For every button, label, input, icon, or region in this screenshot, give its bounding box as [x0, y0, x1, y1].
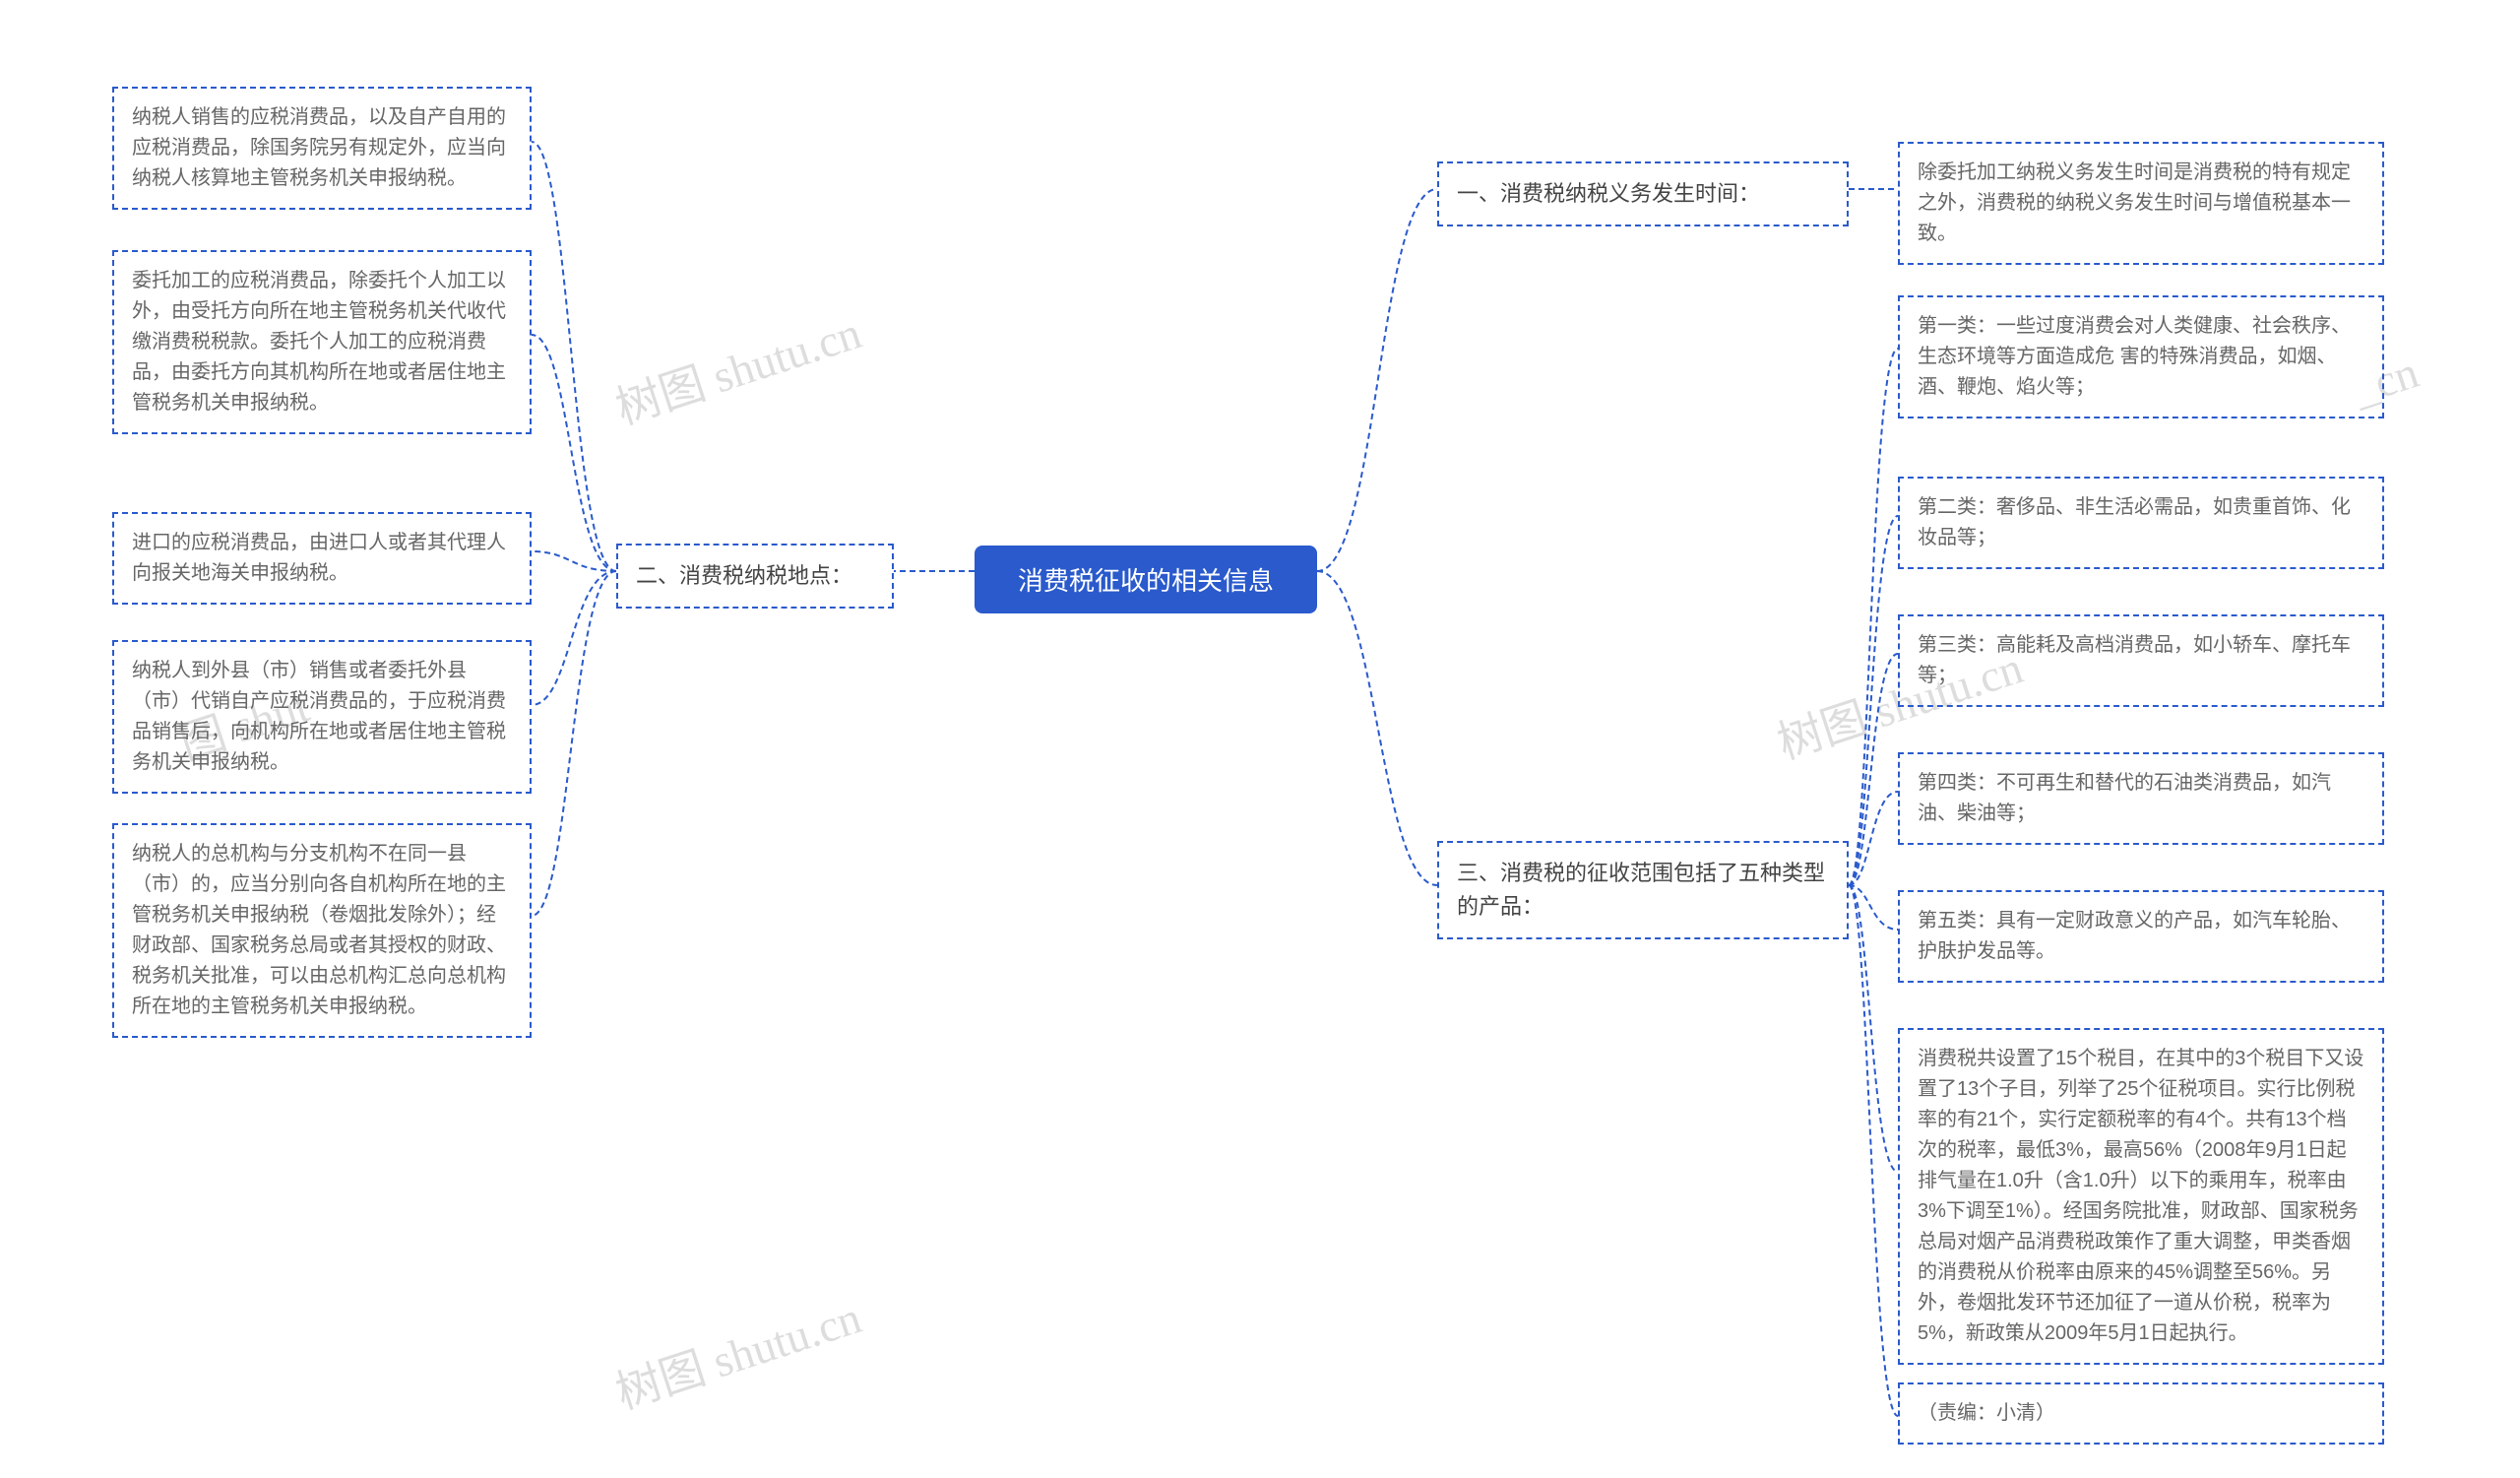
branch-b1-label: 一、消费税纳税义务发生时间：	[1457, 181, 1760, 206]
leaf-b3-3: 第三类：高能耗及高档消费品，如小轿车、摩托车等；	[1898, 614, 2384, 707]
leaf-b2-3-text: 进口的应税消费品，由进口人或者其代理人向报关地海关申报纳税。	[132, 532, 506, 584]
root-label: 消费税征收的相关信息	[1018, 566, 1274, 596]
leaf-b3-4-text: 第四类：不可再生和替代的石油类消费品，如汽油、柴油等；	[1918, 772, 2331, 824]
leaf-b3-1-text: 第一类：一些过度消费会对人类健康、社会秩序、生态环境等方面造成危 害的特殊消费品…	[1918, 315, 2351, 398]
leaf-b2-3: 进口的应税消费品，由进口人或者其代理人向报关地海关申报纳税。	[112, 512, 532, 605]
leaf-b2-5: 纳税人的总机构与分支机构不在同一县（市）的，应当分别向各自机构所在地的主管税务机…	[112, 823, 532, 1038]
leaf-b3-1: 第一类：一些过度消费会对人类健康、社会秩序、生态环境等方面造成危 害的特殊消费品…	[1898, 295, 2384, 418]
leaf-b1-1-text: 除委托加工纳税义务发生时间是消费税的特有规定之外，消费税的纳税义务发生时间与增值…	[1918, 161, 2351, 244]
watermark: 树图 shutu.cn	[606, 297, 868, 438]
leaf-b3-5: 第五类：具有一定财政意义的产品，如汽车轮胎、护肤护发品等。	[1898, 890, 2384, 983]
branch-b2-label: 二、消费税纳税地点：	[636, 563, 852, 588]
leaf-b2-5-text: 纳税人的总机构与分支机构不在同一县（市）的，应当分别向各自机构所在地的主管税务机…	[132, 843, 506, 1017]
leaf-b3-2: 第二类：奢侈品、非生活必需品，如贵重首饰、化妆品等；	[1898, 477, 2384, 569]
leaf-b3-6: 消费税共设置了15个税目，在其中的3个税目下又设置了13个子目，列举了25个征税…	[1898, 1028, 2384, 1365]
leaf-b2-4-text: 纳税人到外县（市）销售或者委托外县（市）代销自产应税消费品的，于应税消费品销售后…	[132, 660, 506, 773]
leaf-b3-7: （责编：小清）	[1898, 1382, 2384, 1445]
leaf-b3-3-text: 第三类：高能耗及高档消费品，如小轿车、摩托车等；	[1918, 634, 2351, 686]
leaf-b3-2-text: 第二类：奢侈品、非生活必需品，如贵重首饰、化妆品等；	[1918, 496, 2351, 548]
leaf-b3-4: 第四类：不可再生和替代的石油类消费品，如汽油、柴油等；	[1898, 752, 2384, 845]
leaf-b2-2-text: 委托加工的应税消费品，除委托个人加工以外，由受托方向所在地主管税务机关代收代缴消…	[132, 270, 506, 414]
leaf-b1-1: 除委托加工纳税义务发生时间是消费税的特有规定之外，消费税的纳税义务发生时间与增值…	[1898, 142, 2384, 265]
branch-b1: 一、消费税纳税义务发生时间：	[1437, 161, 1849, 226]
leaf-b2-2: 委托加工的应税消费品，除委托个人加工以外，由受托方向所在地主管税务机关代收代缴消…	[112, 250, 532, 434]
branch-b2: 二、消费税纳税地点：	[616, 544, 894, 609]
leaf-b3-7-text: （责编：小清）	[1918, 1402, 2055, 1424]
root-node: 消费税征收的相关信息	[975, 546, 1317, 613]
leaf-b2-4: 纳税人到外县（市）销售或者委托外县（市）代销自产应税消费品的，于应税消费品销售后…	[112, 640, 532, 794]
leaf-b2-1: 纳税人销售的应税消费品，以及自产自用的应税消费品，除国务院另有规定外，应当向纳税…	[112, 87, 532, 210]
branch-b3: 三、消费税的征收范围包括了五种类型的产品：	[1437, 841, 1849, 939]
watermark: 树图 shutu.cn	[606, 1282, 868, 1423]
leaf-b3-6-text: 消费税共设置了15个税目，在其中的3个税目下又设置了13个子目，列举了25个征税…	[1918, 1048, 2363, 1344]
leaf-b2-1-text: 纳税人销售的应税消费品，以及自产自用的应税消费品，除国务院另有规定外，应当向纳税…	[132, 106, 506, 189]
leaf-b3-5-text: 第五类：具有一定财政意义的产品，如汽车轮胎、护肤护发品等。	[1918, 910, 2351, 962]
branch-b3-label: 三、消费税的征收范围包括了五种类型的产品：	[1457, 861, 1825, 919]
